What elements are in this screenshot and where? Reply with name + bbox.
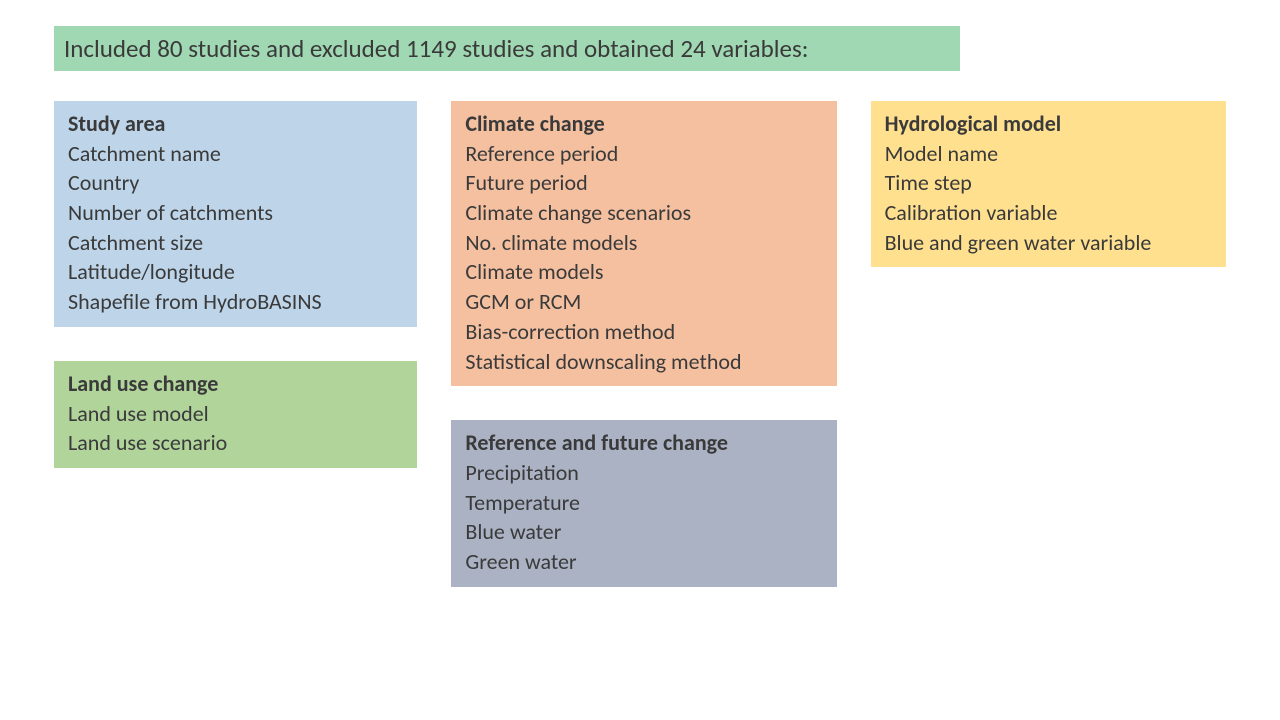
box-item: Shapefile from HydroBASINS xyxy=(68,287,403,317)
column-2: Climate changeReference periodFuture per… xyxy=(451,101,836,587)
box-item: Blue water xyxy=(465,517,822,547)
box-heading: Study area xyxy=(68,109,403,139)
box-item: Reference period xyxy=(465,139,822,169)
page: Included 80 studies and excluded 1149 st… xyxy=(0,0,1280,613)
columns: Study areaCatchment nameCountryNumber of… xyxy=(54,101,1226,587)
box-item: Number of catchments xyxy=(68,198,403,228)
box-reference-future: Reference and future changePrecipitation… xyxy=(451,420,836,586)
box-item: Climate models xyxy=(465,257,822,287)
title-bar: Included 80 studies and excluded 1149 st… xyxy=(54,26,960,71)
box-hydrological-model: Hydrological modelModel nameTime stepCal… xyxy=(871,101,1226,267)
box-item: No. climate models xyxy=(465,228,822,258)
title-text: Included 80 studies and excluded 1149 st… xyxy=(64,33,808,64)
box-item: GCM or RCM xyxy=(465,287,822,317)
box-item: Catchment name xyxy=(68,139,403,169)
column-1: Study areaCatchment nameCountryNumber of… xyxy=(54,101,417,468)
box-item: Future period xyxy=(465,168,822,198)
box-item: Green water xyxy=(465,547,822,577)
box-item: Temperature xyxy=(465,488,822,518)
box-study-area: Study areaCatchment nameCountryNumber of… xyxy=(54,101,417,327)
box-item: Model name xyxy=(885,139,1212,169)
box-item: Land use scenario xyxy=(68,428,403,458)
box-heading: Land use change xyxy=(68,369,403,399)
box-item: Blue and green water variable xyxy=(885,228,1212,258)
box-heading: Hydrological model xyxy=(885,109,1212,139)
box-item: Time step xyxy=(885,168,1212,198)
column-3: Hydrological modelModel nameTime stepCal… xyxy=(871,101,1226,267)
box-heading: Climate change xyxy=(465,109,822,139)
box-land-use: Land use changeLand use modelLand use sc… xyxy=(54,361,417,468)
box-climate-change: Climate changeReference periodFuture per… xyxy=(451,101,836,386)
box-item: Bias-correction method xyxy=(465,317,822,347)
box-item: Country xyxy=(68,168,403,198)
box-heading: Reference and future change xyxy=(465,428,822,458)
box-item: Statistical downscaling method xyxy=(465,347,822,377)
box-item: Calibration variable xyxy=(885,198,1212,228)
box-item: Catchment size xyxy=(68,228,403,258)
box-item: Latitude/longitude xyxy=(68,257,403,287)
box-item: Precipitation xyxy=(465,458,822,488)
box-item: Climate change scenarios xyxy=(465,198,822,228)
box-item: Land use model xyxy=(68,399,403,429)
